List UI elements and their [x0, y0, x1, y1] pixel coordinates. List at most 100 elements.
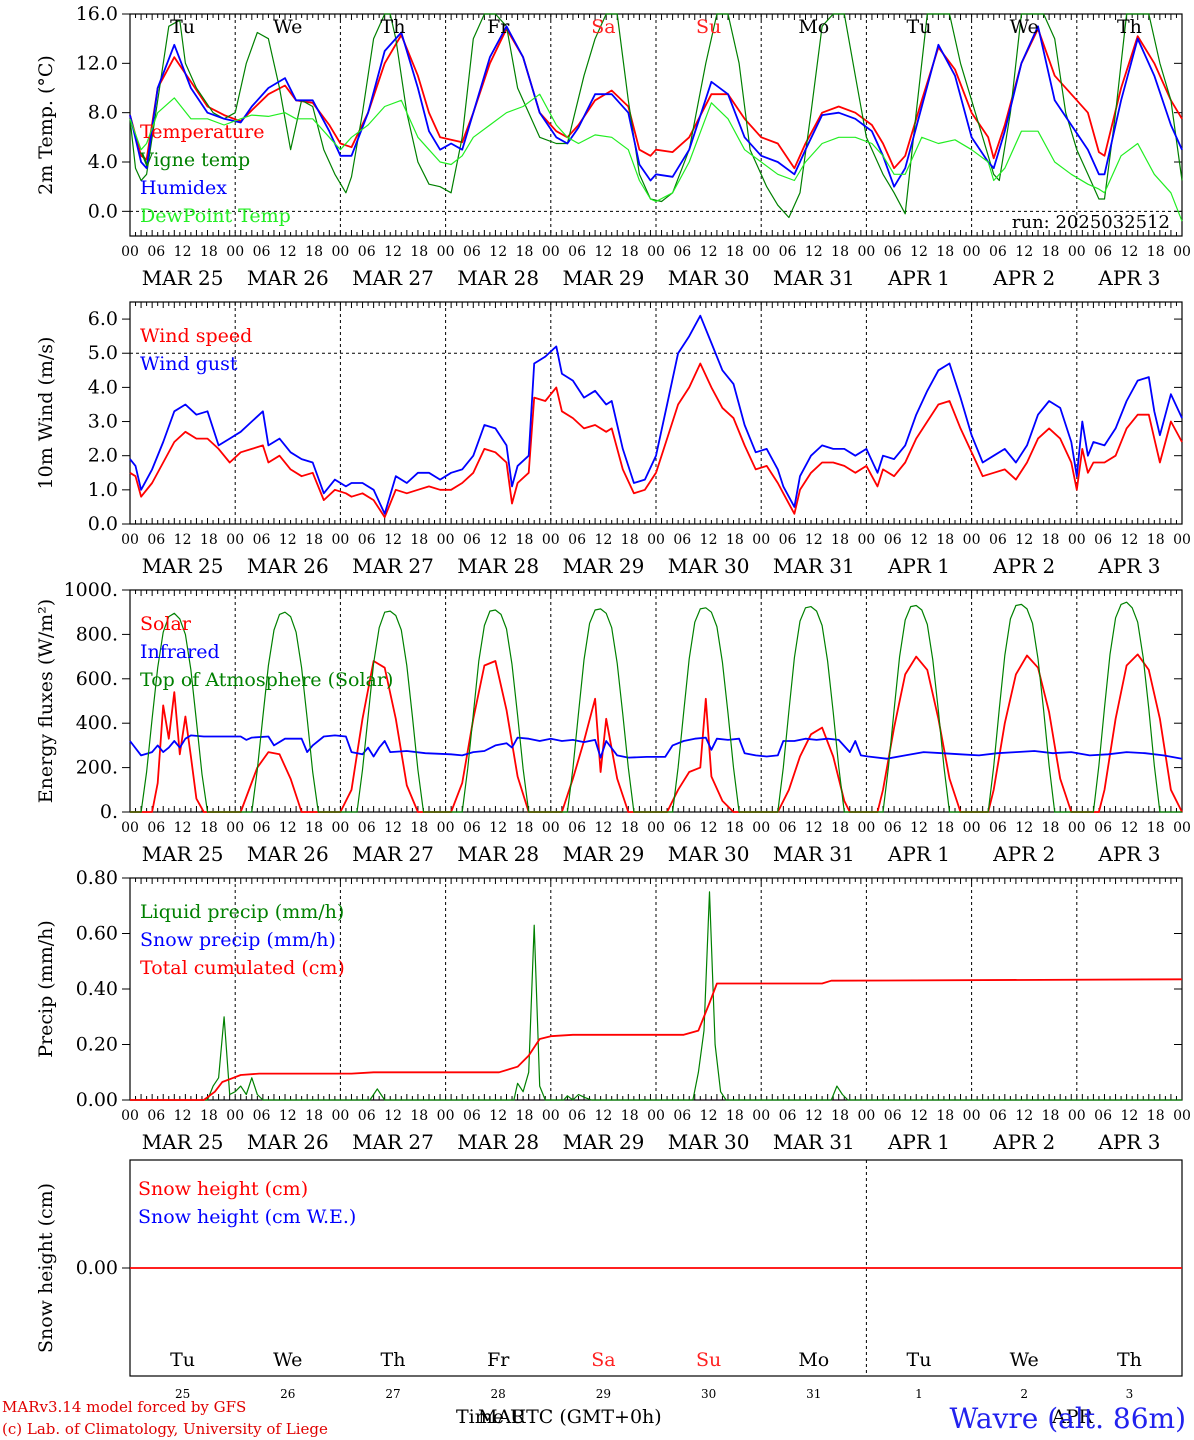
hour-tick-label: 12	[805, 532, 823, 548]
date-label: MAR 28	[457, 554, 539, 578]
series-line-solar	[130, 653, 1183, 813]
date-label: MAR 25	[142, 1130, 224, 1154]
hour-tick-label: 00	[121, 244, 139, 260]
y-tick-label: 4.0	[88, 151, 118, 173]
hour-tick-label: 06	[568, 1108, 586, 1124]
hour-tick-label: 06	[989, 244, 1007, 260]
legend-entry: Vigne temp	[139, 149, 250, 171]
hour-tick-label: 12	[279, 532, 297, 548]
hour-tick-label: 00	[857, 820, 875, 836]
weekday-label: Th	[381, 16, 406, 38]
hour-tick-label: 00	[226, 820, 244, 836]
hour-tick-label: 12	[489, 1108, 507, 1124]
hour-tick-label: 06	[358, 1108, 376, 1124]
hour-tick-label: 06	[989, 532, 1007, 548]
hour-tick-label: 12	[489, 532, 507, 548]
hour-tick-label: 18	[1147, 1108, 1165, 1124]
legend-entry: Total cumulated (cm)	[140, 957, 345, 979]
y-tick-label: 12.0	[76, 52, 118, 74]
date-label: MAR 27	[352, 842, 434, 866]
hour-tick-label: 18	[1042, 1108, 1060, 1124]
hour-tick-label: 18	[1042, 820, 1060, 836]
date-label: MAR 26	[247, 266, 329, 290]
date-label: MAR 25	[142, 842, 224, 866]
hour-tick-label: 12	[910, 532, 928, 548]
month-overlay-apr: APR	[1052, 1406, 1093, 1428]
date-label: APR 1	[887, 842, 950, 866]
hour-tick-label: 00	[857, 244, 875, 260]
weekday-label: Sa	[591, 1349, 615, 1371]
weekday-label: We	[273, 1349, 302, 1371]
hour-tick-label: 18	[200, 820, 218, 836]
hour-tick-label: 12	[700, 820, 718, 836]
date-label: MAR 31	[773, 842, 855, 866]
hour-tick-label: 18	[1147, 532, 1165, 548]
hour-tick-label: 18	[1147, 244, 1165, 260]
hour-tick-label: 06	[673, 820, 691, 836]
hour-tick-label: 12	[279, 820, 297, 836]
hour-tick-label: 00	[437, 244, 455, 260]
hour-tick-label: 00	[647, 820, 665, 836]
series-line-wind-gust	[129, 314, 1183, 515]
legend-entry: Infrared	[140, 641, 220, 663]
hour-tick-label: 12	[910, 244, 928, 260]
station-title: Wavre (alt. 86m)	[949, 1402, 1186, 1435]
weekday-label: Th	[381, 1349, 406, 1371]
hour-tick-label: 12	[1015, 820, 1033, 836]
hour-tick-label: 12	[1120, 532, 1138, 548]
date-label: APR 2	[992, 554, 1055, 578]
hour-tick-label: 18	[410, 1108, 428, 1124]
date-label: APR 1	[887, 266, 950, 290]
date-label: MAR 31	[773, 1130, 855, 1154]
hour-tick-label: 12	[174, 820, 192, 836]
hour-tick-label: 18	[726, 820, 744, 836]
date-label: APR 3	[1097, 842, 1160, 866]
hour-tick-label: 18	[831, 244, 849, 260]
date-label: MAR 30	[668, 266, 750, 290]
hour-tick-label: 00	[1068, 1108, 1086, 1124]
y-tick-label: 0.40	[76, 978, 118, 1000]
hour-tick-label: 06	[568, 532, 586, 548]
y-tick-label: 16.0	[76, 3, 118, 25]
hour-tick-label: 06	[147, 820, 165, 836]
hour-tick-label: 18	[305, 244, 323, 260]
hour-tick-label: 12	[910, 820, 928, 836]
hour-tick-label: 18	[936, 532, 954, 548]
hour-tick-label: 06	[463, 820, 481, 836]
day-number-label: 28	[491, 1387, 506, 1401]
date-label: MAR 28	[457, 266, 539, 290]
day-number-label: 29	[596, 1387, 611, 1401]
date-label: MAR 25	[142, 554, 224, 578]
date-label: MAR 25	[142, 266, 224, 290]
hour-tick-label: 18	[305, 532, 323, 548]
hour-tick-label: 06	[253, 1108, 271, 1124]
legend-entry: Temperature	[140, 121, 264, 143]
date-label: MAR 26	[247, 842, 329, 866]
hour-tick-label: 18	[831, 1108, 849, 1124]
hour-tick-label: 00	[752, 820, 770, 836]
date-label: MAR 30	[668, 842, 750, 866]
date-label: APR 2	[992, 842, 1055, 866]
hour-tick-label: 18	[936, 1108, 954, 1124]
weekday-label: Tu	[907, 16, 932, 38]
hour-tick-label: 12	[910, 1108, 928, 1124]
hour-tick-label: 00	[857, 532, 875, 548]
legend-entry: Wind speed	[140, 325, 252, 347]
hour-tick-label: 00	[857, 1108, 875, 1124]
hour-tick-label: 00	[331, 532, 349, 548]
day-number-label: 26	[280, 1387, 295, 1401]
date-label: MAR 30	[668, 554, 750, 578]
date-label: MAR 31	[773, 554, 855, 578]
hour-tick-label: 12	[279, 1108, 297, 1124]
hour-tick-label: 06	[463, 532, 481, 548]
hour-tick-label: 18	[936, 244, 954, 260]
date-label: MAR 31	[773, 266, 855, 290]
hour-tick-label: 00	[226, 1108, 244, 1124]
hour-tick-label: 12	[805, 820, 823, 836]
date-label: APR 3	[1097, 554, 1160, 578]
hour-tick-label: 06	[568, 244, 586, 260]
series-line-vigne-temp	[129, 13, 1183, 219]
y-tick-label: 0.60	[76, 923, 118, 945]
hour-tick-label: 12	[700, 1108, 718, 1124]
y-tick-label: 400.	[76, 712, 118, 734]
